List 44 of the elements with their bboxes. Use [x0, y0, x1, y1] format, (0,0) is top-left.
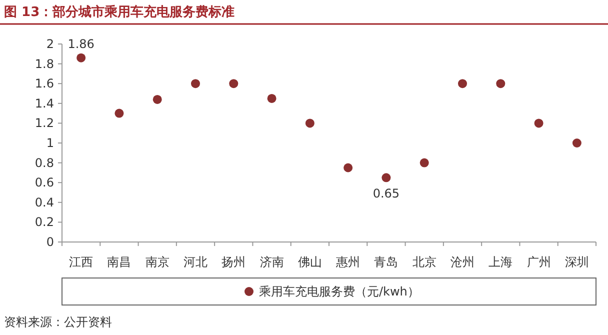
y-tick-label: 1.6 [34, 76, 54, 91]
x-tick-label: 济南 [260, 255, 284, 269]
x-tick-label: 广州 [526, 255, 551, 269]
y-tick-label: 2 [46, 37, 54, 51]
y-tick-label: 1 [46, 136, 54, 150]
point [152, 94, 162, 104]
point [496, 79, 506, 88]
x-tick-label: 青岛 [374, 255, 398, 269]
x-tick-label: 南京 [145, 255, 170, 269]
point [458, 79, 467, 88]
x-tick-label: 沧州 [450, 255, 474, 269]
legend-label: 乘用车充电服务费（元/kwh） [259, 284, 420, 298]
chart-title: 图 13：部分城市乘用车充电服务费标准 [4, 4, 235, 20]
point [114, 108, 124, 118]
point [229, 79, 238, 88]
x-tick-label: 上海 [488, 255, 513, 269]
point [76, 53, 86, 62]
y-tick-label: 0 [46, 235, 54, 249]
y-tick-label: 0.8 [34, 156, 54, 170]
point [534, 118, 544, 128]
point [420, 158, 429, 168]
x-tick-label: 江西 [69, 255, 94, 269]
point [191, 79, 200, 88]
y-tick-label: 1.2 [34, 116, 54, 130]
y-tick-label: 0.4 [34, 195, 54, 210]
x-tick-label: 河北 [184, 255, 208, 269]
point [572, 138, 582, 148]
y-tick-label: 1.8 [34, 56, 54, 71]
y-tick-label: 0.2 [34, 215, 54, 230]
point [382, 173, 391, 182]
x-tick-label: 深圳 [564, 255, 589, 269]
point [267, 94, 276, 103]
data-label: 1.86 [68, 36, 94, 51]
point [344, 163, 353, 172]
x-tick-label: 南昌 [107, 255, 132, 269]
y-tick-label: 0.6 [34, 176, 54, 190]
text: 资料来源：公开资料 [4, 315, 112, 329]
x-tick-label: 扬州 [222, 255, 246, 269]
x-tick-label: 北京 [412, 255, 436, 269]
x-tick-label: 惠州 [335, 255, 360, 269]
x-tick-label: 佛山 [298, 255, 322, 269]
data-label: 0.65 [372, 186, 400, 201]
y-tick-label: 1.4 [34, 96, 54, 110]
point [305, 118, 314, 128]
